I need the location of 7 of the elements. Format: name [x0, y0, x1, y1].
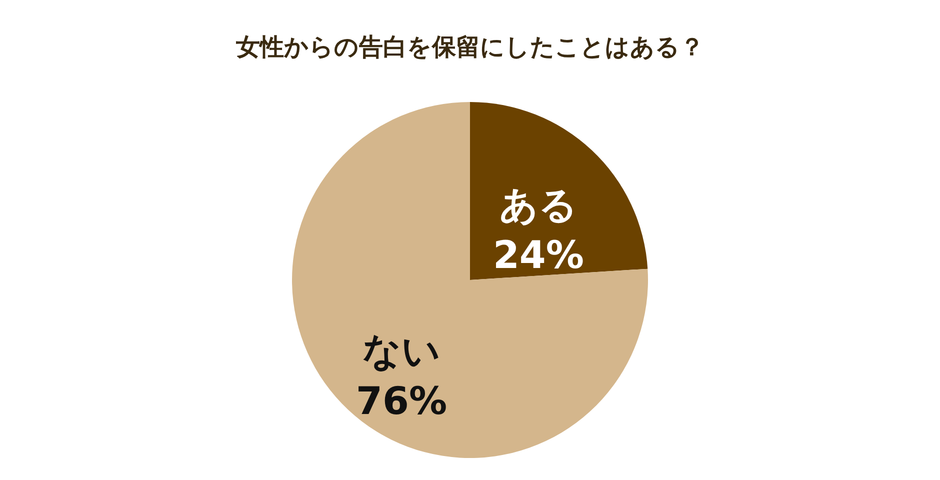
slice-label: ない: [362, 328, 441, 373]
pie-slice: [470, 102, 648, 280]
data-label: 76%: [356, 378, 448, 423]
pie-slice: [292, 102, 648, 458]
slice-label: ある: [499, 183, 578, 228]
chart-title: 女性からの告白を保留にしたことはある？: [235, 33, 704, 61]
data-label: 24%: [492, 233, 584, 278]
